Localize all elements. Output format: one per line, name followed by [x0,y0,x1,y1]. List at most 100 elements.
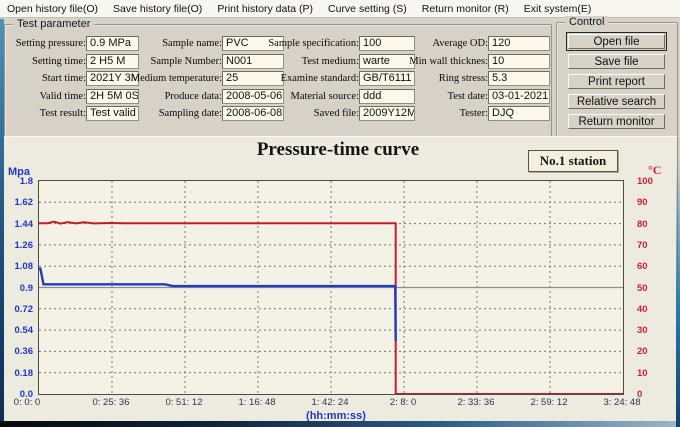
field-sample-specification[interactable]: 100 [359,36,415,51]
y-axis-left-unit: Mpa [8,166,30,178]
y-right-tick: 80 [637,218,648,230]
control-groupbox: Control Open file Save file Print report Re… [556,16,678,138]
y-right-tick: 20 [637,346,648,358]
open-file-button[interactable]: Open file [566,32,667,51]
x-tick: 2: 33: 36 [457,397,495,408]
label-average-od: Average OD: [432,38,489,49]
menu-item-print-history-data-p[interactable]: Print history data (P) [217,2,314,15]
menu-item-save-history-file-o[interactable]: Save history file(O) [113,2,203,15]
print-report-button[interactable]: Print report [568,74,665,89]
save-file-button[interactable]: Save file [568,54,665,69]
label-sampling-date: Sampling date: [158,108,222,119]
y-left-tick: 0.36 [14,346,34,358]
label-setting-pressure: Setting pressure: [15,38,86,49]
menu-bar: Open history file(O) Save history file(O)… [0,0,680,18]
y-right-tick: 60 [637,261,648,273]
field-test-medium[interactable]: warte [359,54,415,69]
menu-item-curve-setting-s[interactable]: Curve setting (S) [328,2,407,15]
y-right-tick: 40 [637,303,648,315]
y-right-tick: 100 [637,176,653,187]
field-produce-data[interactable]: 2008-05-06 [222,89,284,104]
field-average-od[interactable]: 120 [488,36,550,51]
screen-bezel-bottom [0,421,680,427]
x-tick: 2: 59: 12 [530,397,568,408]
field-tester[interactable]: DJQ [488,106,550,121]
label-test-medium: Test medium: [301,56,359,67]
field-test-date[interactable]: 03-01-2021 [488,89,550,104]
test-parameter-title: Test parameter [13,18,95,30]
y-right-tick: 50 [637,282,648,294]
menu-item-open-history-file-o[interactable]: Open history file(O) [7,2,99,15]
y-axis-right-unit: °C [648,163,662,177]
field-sample-name[interactable]: PVC [222,36,284,51]
pressure-time-plot [38,180,624,395]
y-left-tick: 1.62 [14,197,34,209]
menu-item-exit-system-e[interactable]: Exit system(E) [523,2,592,15]
label-test-result: Test result: [39,108,86,119]
return-monitor-button[interactable]: Return monitor [568,114,665,129]
field-test-result[interactable]: Test valid [86,106,139,121]
y-right-tick: 0 [637,389,643,400]
field-setting-time[interactable]: 2 H5 M [86,54,139,69]
field-material-source[interactable]: ddd [359,89,415,104]
y-left-tick: 1.8 [19,176,33,187]
x-tick: 3: 24: 48 [603,397,641,408]
y-left-tick: 1.44 [14,218,34,230]
screen-bezel-left [0,19,4,427]
label-produce-data: Produce data: [164,91,222,102]
label-min-wall-thicknes: Min wall thicknes: [409,56,488,67]
menu-item-return-monitor-r[interactable]: Return monitor (R) [421,2,509,15]
x-tick: 0: 25: 36 [92,397,130,408]
y-left-tick: 1.08 [14,261,34,273]
pressure-curve [39,267,397,341]
y-right-tick: 70 [637,239,648,251]
label-sample-number: Sample Number: [150,56,222,67]
test-parameter-groupbox: Test parameter Setting pressure: 0.9 MPa S… [4,18,552,138]
plot-canvas [39,181,623,394]
field-examine-standard[interactable]: GB/T6111 [359,71,415,86]
chart-title: Pressure-time curve [256,139,420,160]
label-medium-temperature: Medium temperature: [130,73,222,84]
y-right-tick: 30 [637,325,648,337]
field-medium-temperature[interactable]: 25 [222,71,284,86]
field-min-wall-thicknes[interactable]: 10 [488,54,550,69]
label-start-time: Start time: [41,73,86,84]
field-setting-pressure[interactable]: 0.9 MPa [86,36,139,51]
y-right-tick: 10 [637,367,648,379]
x-tick: 2: 8: 0 [389,397,417,408]
x-tick: 1: 42: 24 [311,397,349,408]
label-sample-name: Sample name: [162,38,222,49]
y-left-tick: 0.54 [14,325,34,337]
field-sampling-date[interactable]: 2008-06-08 [222,106,284,121]
control-title: Control [565,16,609,28]
label-setting-time: Setting time: [32,56,86,67]
label-valid-time: Valid time: [39,91,86,102]
label-sample-specification: Sample specification: [268,38,359,49]
label-tester: Tester: [459,108,488,119]
label-saved-file: Saved file: [313,108,359,119]
screen-bezel-right [676,160,680,427]
x-tick: 0: 0: 0 [13,397,41,408]
field-valid-time[interactable]: 2H 5M 0S [86,89,139,104]
y-left-tick: 1.26 [14,239,34,251]
field-start-time[interactable]: 2021Y 3M [86,71,139,86]
x-axis-unit-label: (hh:mm:ss) [306,410,366,422]
y-left-tick: 0.18 [14,367,34,379]
field-sample-number[interactable]: N001 [222,54,284,69]
label-material-source: Material source: [290,91,359,102]
station-badge: No.1 station [528,150,618,172]
y-left-tick: 0.9 [19,282,33,294]
label-test-date: Test date: [447,91,488,102]
relative-search-button[interactable]: Relative search [568,94,665,109]
x-tick: 0: 51: 12 [165,397,203,408]
y-left-tick: 0.0 [19,389,33,400]
label-ring-stress: Ring stress: [438,73,488,84]
x-tick: 1: 16: 48 [238,397,276,408]
y-left-tick: 0.72 [14,303,34,315]
temperature-curve [39,220,623,394]
label-examine-standard: Examine standard: [280,73,359,84]
field-saved-file[interactable]: 2009Y12M [359,106,415,121]
field-ring-stress[interactable]: 5.3 [488,71,550,86]
y-right-tick: 90 [637,197,648,209]
